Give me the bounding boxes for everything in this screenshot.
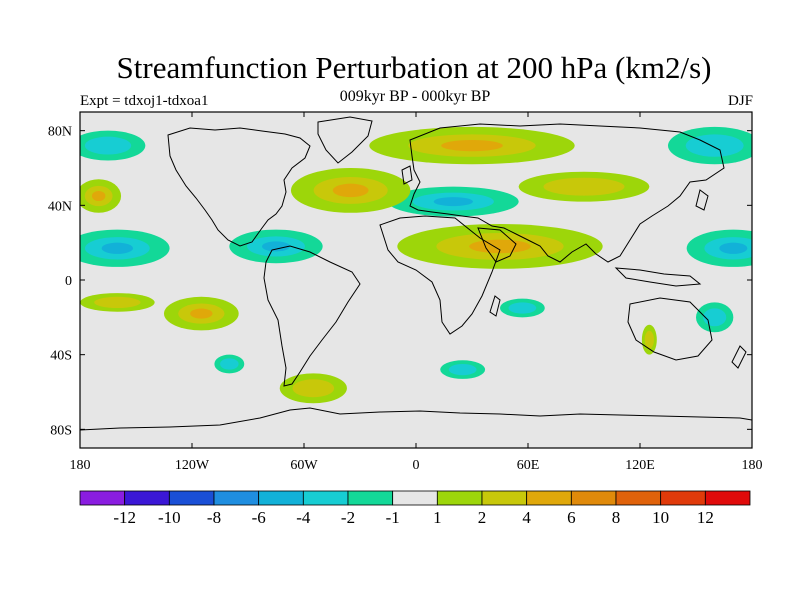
- colorbar-swatch: [213, 490, 260, 506]
- coastlines: [80, 116, 752, 431]
- anomaly-north-pacific-east-high: [80, 179, 122, 213]
- coastline-greenland: [317, 116, 373, 164]
- colorbar-label: -4: [296, 508, 311, 527]
- anomaly-south-pacific-east-high: [164, 296, 239, 331]
- anomaly-core-contour: [332, 183, 369, 198]
- lat-tick-label: 0: [65, 274, 72, 289]
- coastline-australia: [627, 297, 713, 361]
- lon-tick-label: 120W: [175, 458, 210, 473]
- coastline-north-america: [167, 127, 311, 247]
- anomaly-inner-contour: [220, 358, 239, 370]
- colorbar-swatch: [481, 490, 528, 506]
- colorbar-swatch: [660, 490, 706, 506]
- anomaly-south-pacific-west-high: [80, 293, 155, 312]
- colorbar-swatch: [526, 490, 572, 506]
- colorbar-swatch: [258, 490, 304, 506]
- experiment-label: Expt = tdxoj1-tdxoa1: [80, 93, 209, 109]
- colorbar: -12 -10 -8 -6 -4 -2 -1 1 2 4 6 8 10 12: [79, 490, 751, 527]
- colorbar-swatch: [436, 490, 483, 506]
- colorbar-label: 2: [478, 508, 487, 527]
- lon-tick-label: 60E: [517, 458, 540, 473]
- anomaly-pacific-low-south: [696, 302, 734, 333]
- lon-tick-label: 120E: [625, 458, 655, 473]
- anomaly-south-pacific-low: [214, 354, 245, 374]
- anomaly-core-contour: [101, 242, 134, 254]
- colorbar-swatch: [704, 490, 751, 506]
- anomaly-inner-contour: [94, 296, 141, 308]
- anomaly-core-contour: [433, 197, 473, 207]
- colorbar-swatch: [302, 490, 349, 506]
- anomaly-inner-contour: [644, 330, 654, 349]
- anomaly-arctic-europe-high: [369, 126, 575, 165]
- anomaly-inner-contour: [543, 177, 625, 196]
- anomaly-inner-contour: [508, 302, 537, 314]
- anomaly-core-contour: [190, 308, 213, 319]
- lat-tick-label: 80S: [50, 423, 72, 438]
- colorbar-swatch: [347, 490, 394, 506]
- anomaly-southern-ocean-low: [440, 360, 486, 379]
- lat-tick-label: 80N: [48, 125, 72, 140]
- colorbar-label: 1: [433, 508, 442, 527]
- anomaly-inner-contour: [703, 308, 727, 327]
- coastline-south-america: [263, 245, 361, 387]
- anomaly-central-pacific-low: [80, 229, 170, 267]
- colorbar-label: -8: [207, 508, 221, 527]
- colorbar-label: -2: [341, 508, 355, 527]
- coastline-arabia: [477, 227, 517, 263]
- lon-tick-label: 180: [742, 458, 763, 473]
- anomaly-siberia-asia-high: [518, 171, 650, 202]
- colorbar-swatch: [79, 490, 126, 506]
- season-label: DJF: [727, 93, 753, 109]
- anomaly-inner-contour: [84, 136, 132, 155]
- plot-title: Streamfunction Perturbation at 200 hPa (…: [116, 50, 712, 85]
- lon-tick-label: 60W: [290, 458, 318, 473]
- colorbar-label: -1: [386, 508, 400, 527]
- anomaly-west-pacific-low: [686, 229, 752, 267]
- anomaly-core-contour: [719, 242, 748, 254]
- coastline-new-zealand: [731, 345, 747, 369]
- colorbar-label: 4: [522, 508, 531, 527]
- coastline-africa: [379, 215, 501, 335]
- anomaly-south-atlantic-high: [279, 373, 347, 404]
- plot-subtitle: 009kyr BP - 000kyr BP: [339, 88, 491, 105]
- coastline-eurasia: [409, 123, 725, 263]
- colorbar-label: -12: [113, 508, 136, 527]
- lon-tick-label: 0: [413, 458, 420, 473]
- colorbar-label: 6: [567, 508, 576, 527]
- axis-ticks: 180 120W 60W 0 60E 120E 180 80N 40N 0 40S 80S: [48, 112, 763, 473]
- lon-tick-label: 180: [70, 458, 91, 473]
- anomaly-inner-contour: [292, 379, 335, 398]
- colorbar-label: 12: [697, 508, 714, 527]
- anomaly-core-contour: [441, 140, 503, 152]
- anomaly-europe-low: [388, 186, 519, 217]
- colorbar-swatch: [168, 490, 215, 506]
- colorbar-label: 10: [652, 508, 669, 527]
- lat-tick-label: 40N: [48, 199, 72, 214]
- coastline-british-isles: [401, 165, 413, 185]
- colorbar-swatch: [615, 490, 662, 506]
- colorbar-swatch: [392, 490, 438, 506]
- colorbar-swatch: [124, 490, 170, 506]
- map-background: [80, 112, 752, 448]
- anomaly-australia-high: [641, 324, 657, 355]
- lat-tick-label: 40S: [50, 349, 72, 364]
- anomaly-inner-contour: [448, 364, 477, 376]
- colorbar-label: -6: [252, 508, 266, 527]
- anomaly-indian-ocean-low: [500, 298, 545, 318]
- anomaly-core-contour: [91, 190, 106, 202]
- colorbar-swatch: [570, 490, 617, 506]
- anomaly-atlantic-europe-ridge: [290, 168, 411, 213]
- anomaly-core-contour: [262, 241, 290, 252]
- coastline-indonesia: [614, 267, 702, 287]
- anomaly-north-africa-arabia-high: [397, 224, 603, 269]
- anomaly-arctic-atlantic-low: [80, 130, 146, 161]
- colorbar-label: -10: [158, 508, 181, 527]
- colorbar-label: 8: [612, 508, 621, 527]
- coastline-madagascar: [489, 295, 501, 317]
- anomaly-central-america-low: [229, 229, 323, 264]
- coastline-antarctica: [80, 407, 752, 431]
- coastline-japan: [695, 189, 709, 211]
